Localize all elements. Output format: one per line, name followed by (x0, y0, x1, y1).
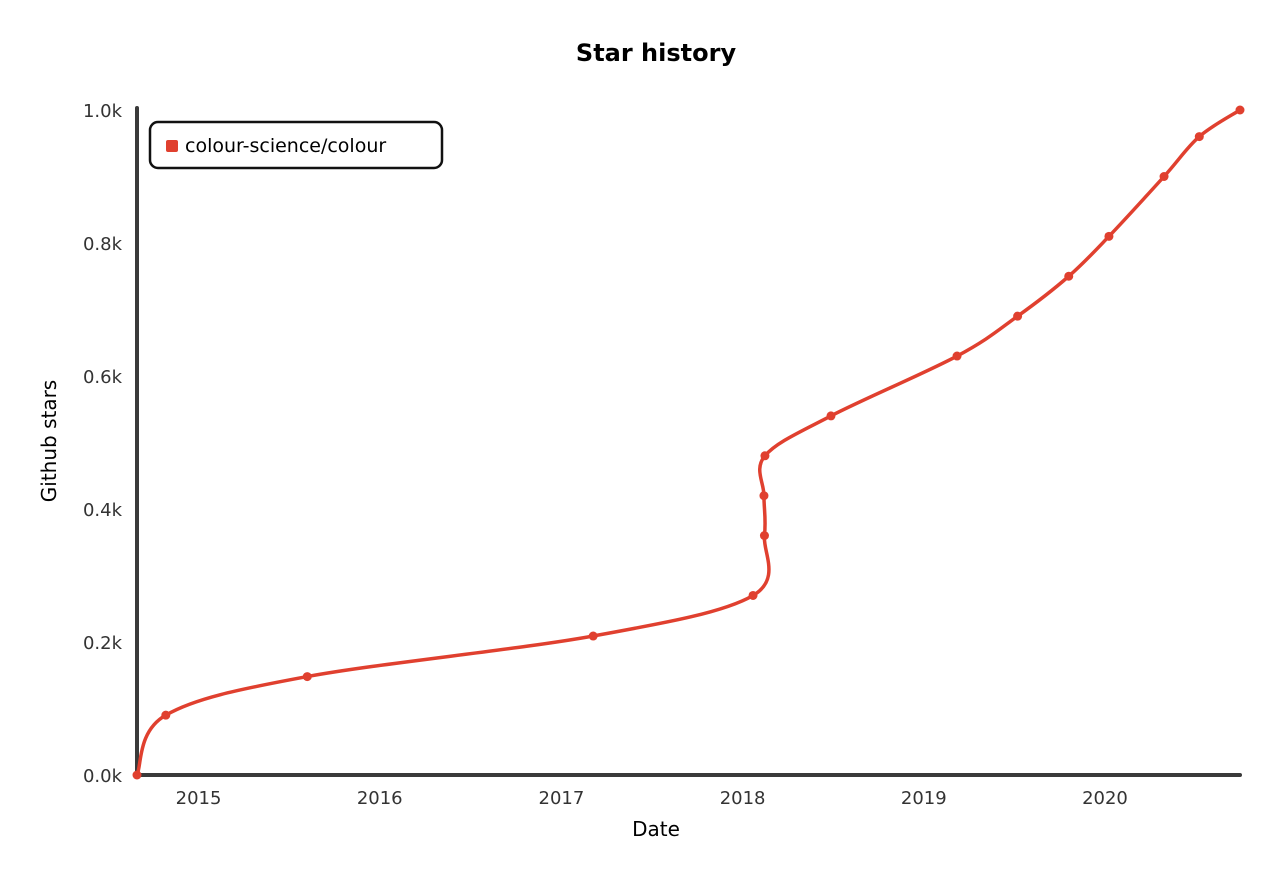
data-point (1013, 311, 1023, 321)
y-tick-labels: 0.0k 0.2k 0.4k 0.6k 0.8k 1.0k (83, 101, 123, 787)
x-tick-label: 2016 (357, 788, 403, 809)
legend: colour-science/colour (148, 120, 444, 170)
y-axis-label: Github stars (37, 380, 61, 502)
x-tick-label: 2019 (901, 788, 947, 809)
data-point (1235, 105, 1245, 115)
series-line (135, 108, 1242, 777)
y-tick-label: 0.8k (83, 234, 123, 255)
y-tick-label: 0.0k (83, 766, 123, 787)
y-tick-label: 0.2k (83, 633, 123, 654)
y-tick-label: 1.0k (83, 101, 123, 122)
x-tick-label: 2020 (1082, 788, 1128, 809)
legend-entry-label: colour-science/colour (185, 135, 386, 157)
data-point (748, 590, 758, 600)
data-point (760, 451, 770, 461)
x-tick-label: 2017 (539, 788, 585, 809)
data-point (302, 672, 312, 682)
y-tick-label: 0.4k (83, 500, 123, 521)
y-tick-label: 0.6k (83, 367, 123, 388)
data-point (952, 351, 962, 361)
data-point (759, 531, 769, 541)
data-point (1104, 231, 1114, 241)
x-tick-labels: 2015 2016 2017 2018 2019 2020 (176, 788, 1128, 809)
x-tick-label: 2018 (720, 788, 766, 809)
data-point (1064, 271, 1074, 281)
x-axis-label: Date (632, 817, 680, 841)
legend-box (148, 120, 444, 170)
data-point (132, 770, 142, 780)
series-layer (132, 105, 1245, 780)
data-point (826, 411, 836, 421)
data-point (161, 710, 171, 720)
chart-title: Star history (576, 39, 737, 67)
x-tick-label: 2015 (176, 788, 222, 809)
data-point (588, 631, 598, 641)
data-point (1194, 132, 1204, 142)
data-point (1159, 172, 1169, 181)
data-point (759, 491, 769, 501)
axes (133, 106, 1242, 779)
legend-swatch (166, 140, 178, 152)
